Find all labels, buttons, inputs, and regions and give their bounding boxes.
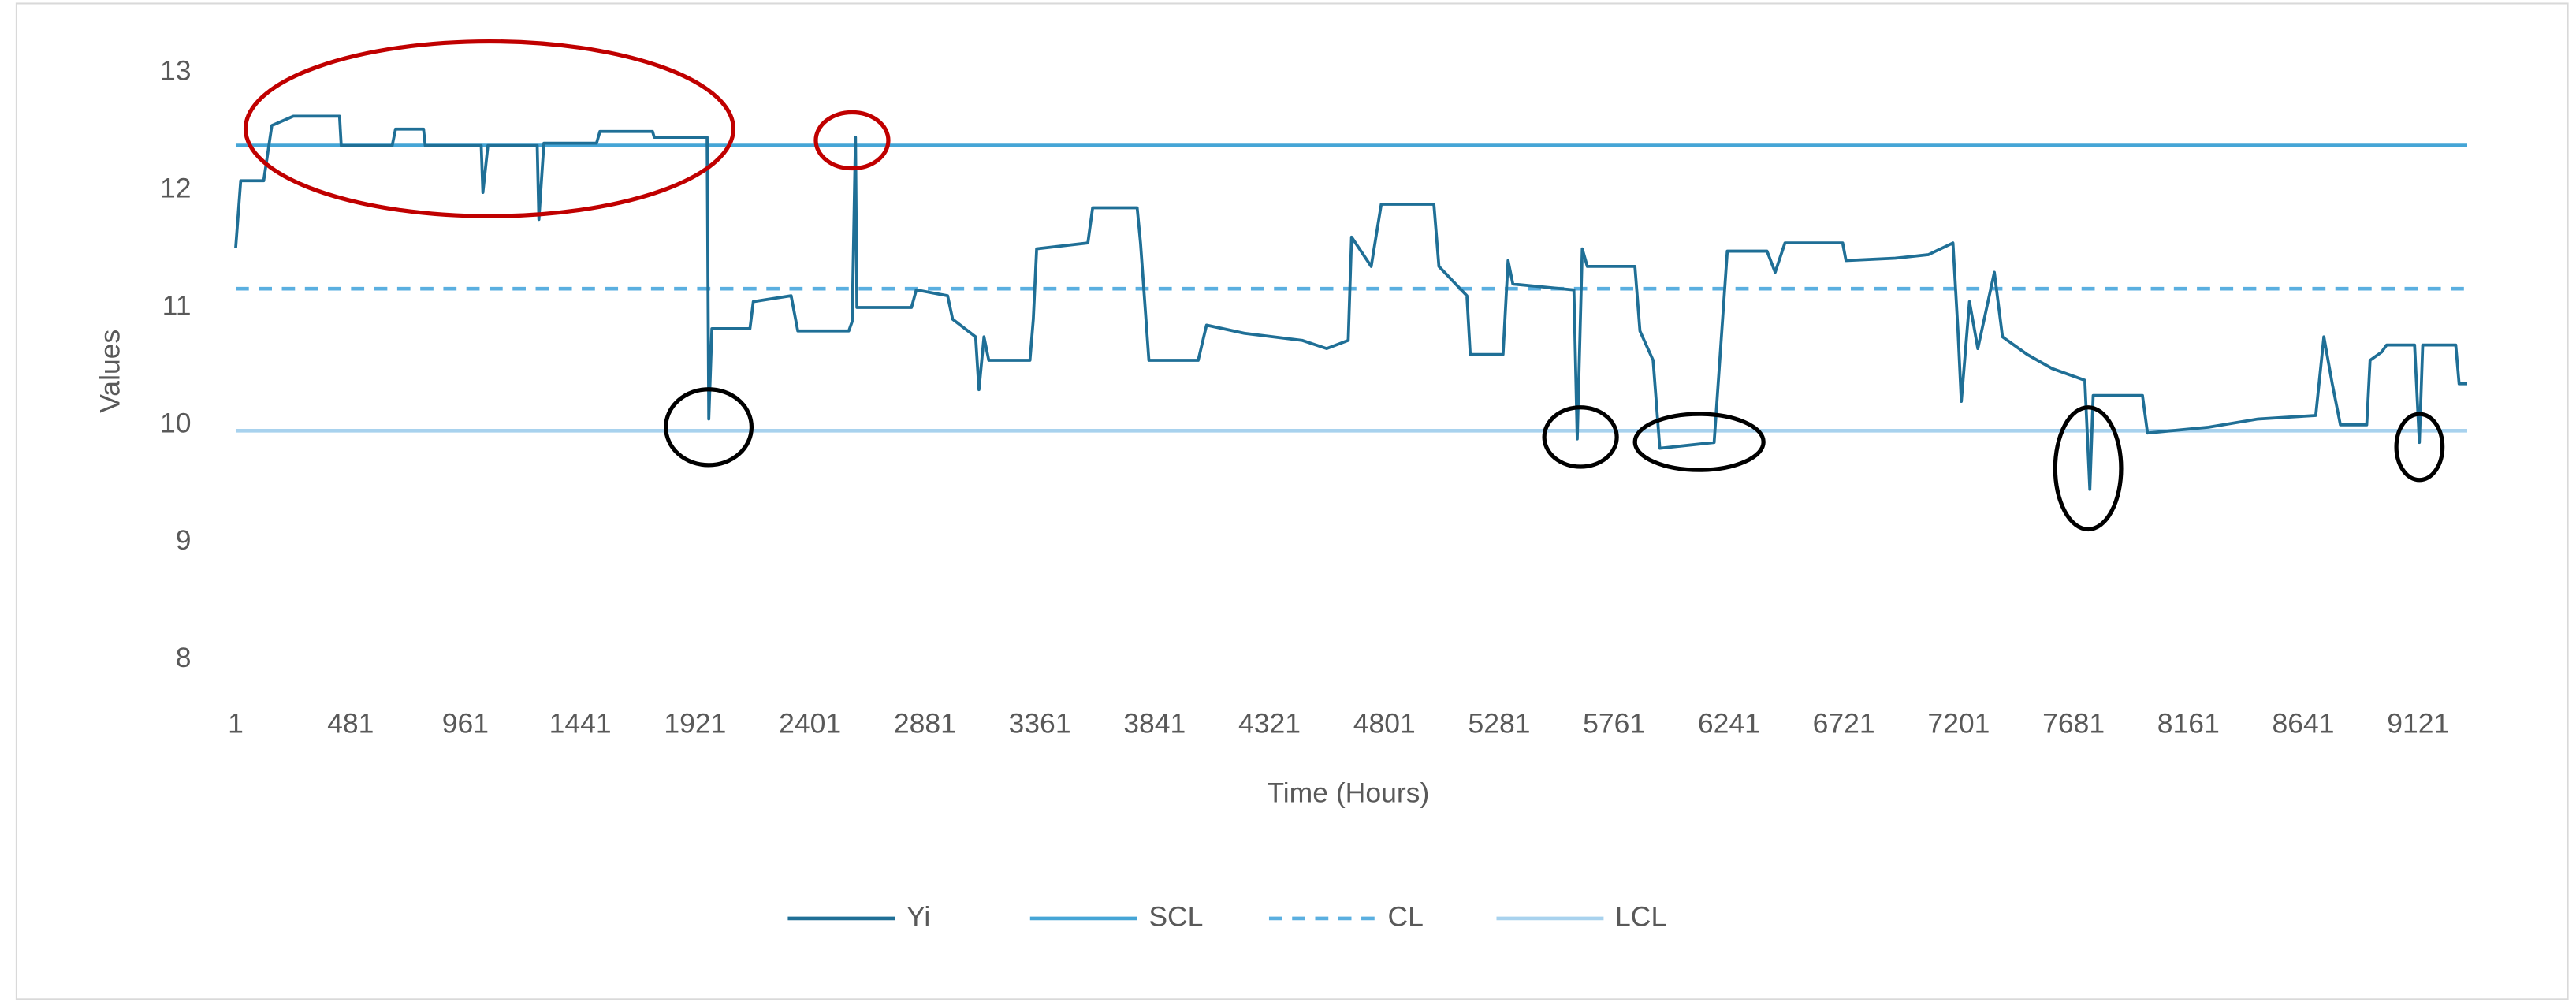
y-tick-label: 10 xyxy=(160,407,192,438)
y-axis-label: Values xyxy=(95,330,126,413)
x-tick-label: 961 xyxy=(442,708,489,740)
plot-area: 8 9 10 11 12 13 1 481 961 1441 1921 2401 2881 3361 384… xyxy=(160,55,2468,740)
highlight-ellipse xyxy=(1632,412,1766,472)
x-tick-label: 6721 xyxy=(1813,708,1875,740)
x-axis-label: Time (Hours) xyxy=(1267,777,1429,808)
x-tick-label: 5281 xyxy=(1468,708,1530,740)
x-tick-label: 6241 xyxy=(1698,708,1760,740)
x-tick-label: 7201 xyxy=(1927,708,1990,740)
y-tick-label: 8 xyxy=(176,642,192,673)
highlight-ellipse xyxy=(813,110,891,171)
y-tick-label: 12 xyxy=(160,173,192,204)
highlight-ellipse xyxy=(243,39,736,218)
highlight-ellipse xyxy=(1542,405,1619,469)
y-tick-label: 13 xyxy=(160,55,192,87)
x-tick-label: 8641 xyxy=(2273,708,2335,740)
x-tick-label: 481 xyxy=(327,708,374,740)
x-tick-label: 3361 xyxy=(1009,708,1071,740)
legend-label: Yi xyxy=(906,900,930,932)
x-tick-label: 2401 xyxy=(779,708,841,740)
legend-label: LCL xyxy=(1615,900,1666,932)
x-tick-label: 7681 xyxy=(2042,708,2105,740)
legend-label: CL xyxy=(1387,900,1423,932)
x-tick-label: 2881 xyxy=(894,708,956,740)
x-tick-label: 4801 xyxy=(1353,708,1416,740)
highlight-ellipse xyxy=(2053,405,2124,532)
highlight-ellipse xyxy=(2394,412,2445,483)
series-line xyxy=(234,114,2468,491)
y-tick-label: 9 xyxy=(176,524,192,556)
x-tick-label: 3841 xyxy=(1123,708,1186,740)
x-tick-label: 5761 xyxy=(1583,708,1645,740)
chart-frame xyxy=(15,2,2569,1000)
annotations xyxy=(243,39,2445,532)
x-tick-label: 9121 xyxy=(2387,708,2449,740)
highlight-ellipse xyxy=(664,387,754,468)
x-tick-label: 4321 xyxy=(1238,708,1301,740)
y-tick-label: 11 xyxy=(162,289,192,321)
x-tick-label: 1441 xyxy=(549,708,612,740)
x-tick-label: 8161 xyxy=(2157,708,2220,740)
legend-label: SCL xyxy=(1148,900,1203,932)
x-tick-label: 1921 xyxy=(664,708,726,740)
x-tick-label: 1 xyxy=(228,708,244,740)
